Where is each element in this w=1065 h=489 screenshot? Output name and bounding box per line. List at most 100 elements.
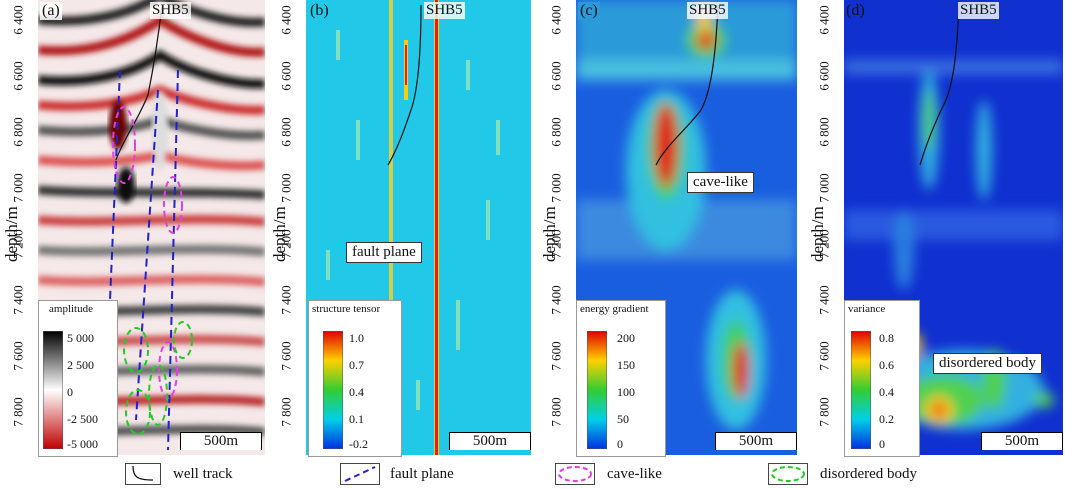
tick-label: 6 400: [10, 5, 26, 35]
panel-c: depth/m 6 400 6 600 6 800 7 000 7 200 7 …: [532, 0, 797, 457]
well-track-overlay: [387, 4, 422, 166]
tick-label: 6 600: [10, 61, 26, 91]
tick-label: 6 800: [548, 117, 564, 147]
colorbar-label: -5 000: [67, 437, 98, 451]
cave-like-outline: [158, 341, 178, 399]
disordered-outline: [173, 321, 193, 359]
tick-label: 7 000: [278, 173, 294, 203]
colorbar-label: 50: [617, 412, 629, 426]
fault-line: [109, 69, 121, 301]
well-label: SHB5: [958, 2, 999, 19]
tick-label: 7 800: [10, 397, 26, 427]
interpretation-overlay: [109, 4, 193, 451]
colorbar-label: 0: [879, 437, 885, 451]
legend-item-cave-like: cave-like: [555, 462, 705, 486]
scalebar-label: 500m: [203, 433, 239, 449]
colorbar-label: 0: [67, 385, 73, 399]
well-track-line: [387, 4, 422, 166]
colorbar-label: 2 500: [67, 358, 94, 372]
cave-like-outline: [163, 176, 183, 234]
legend-label: disordered body: [820, 466, 918, 482]
tick-label: 7 600: [278, 341, 294, 371]
tick-label: 6 600: [816, 61, 832, 91]
disordered-body-icon: [768, 463, 808, 485]
panel-b: depth/m 6 400 6 600 6 800 7 000 7 200 7 …: [266, 0, 531, 457]
colorbar-label: 0.4: [349, 385, 364, 399]
colorbar-label: 0.6: [879, 358, 894, 372]
panel-label: (c): [578, 2, 600, 20]
tick-label: 7 800: [816, 397, 832, 427]
tick-label: 7 200: [278, 229, 294, 259]
scalebar-label: 500m: [1004, 433, 1040, 449]
legend-label: cave-like: [607, 466, 662, 482]
fault-line: [135, 89, 159, 421]
tick-label: 6 400: [548, 5, 564, 35]
colorbar-label: -2 500: [67, 412, 98, 426]
tick-label: 7 200: [10, 229, 26, 259]
well-track-line: [115, 4, 163, 161]
tick-label: 6 400: [278, 5, 294, 35]
disordered-outline: [123, 327, 149, 373]
colorbar-amplitude: amplitude 5 000 2 500 0 -2 500 -5 000: [38, 300, 118, 457]
fault-plane-icon: [340, 463, 380, 485]
scalebar: 500m: [449, 432, 531, 450]
colorbar-title: variance: [848, 303, 886, 315]
colorbar-variance: variance 0.8 0.6 0.4 0.2 0: [844, 300, 920, 457]
colorbar-energy-gradient: energy gradient 200 150 100 50 0: [576, 300, 666, 457]
tick-label: 7 400: [278, 285, 294, 315]
tick-label: 7 600: [10, 341, 26, 371]
tick-label: 7 800: [548, 397, 564, 427]
cave-like-outline: [112, 106, 136, 184]
panel-label: (a): [40, 2, 62, 20]
colorbar-label: 0.7: [349, 358, 364, 372]
callout-disordered-body: disordered body: [933, 353, 1043, 374]
tick-label: 7 600: [816, 341, 832, 371]
colorbar-label: 0.8: [879, 331, 894, 345]
colorbar-label: 0.4: [879, 385, 894, 399]
panel-d: depth/m 6 400 6 600 6 800 7 000 7 200 7 …: [798, 0, 1063, 457]
tick-label: 6 400: [816, 5, 832, 35]
disordered-outline: [148, 364, 168, 426]
tick-label: 7 600: [548, 341, 564, 371]
colorbar-label: 5 000: [67, 331, 94, 345]
well-track-line: [655, 4, 719, 166]
well-label: SHB5: [687, 2, 728, 19]
colorbar-label: 0.1: [349, 412, 364, 426]
tick-label: 6 600: [278, 61, 294, 91]
tick-label: 7 200: [548, 229, 564, 259]
colorbar-label: 1.0: [349, 331, 364, 345]
colorbar-label: 150: [617, 358, 635, 372]
well-track-icon: [125, 463, 161, 485]
tick-label: 6 800: [278, 117, 294, 147]
scalebar: 500m: [180, 432, 262, 450]
scalebar: 500m: [715, 432, 797, 450]
well-label: SHB5: [424, 2, 465, 19]
panel-label: (b): [308, 2, 331, 20]
legend-item-disordered-body: disordered body: [768, 462, 948, 486]
colorbar-label: -0.2: [349, 437, 368, 451]
colorbar-title: amplitude: [49, 303, 93, 315]
colorbar-label: 0: [617, 437, 623, 451]
callout-fault-plane: fault plane: [346, 242, 422, 263]
colorbar-label: 0.2: [879, 412, 894, 426]
tick-label: 6 800: [816, 117, 832, 147]
tick-label: 6 800: [10, 117, 26, 147]
tick-label: 7 400: [548, 285, 564, 315]
tick-label: 7 000: [548, 173, 564, 203]
scalebar: 500m: [981, 432, 1063, 450]
legend-label: fault plane: [390, 466, 454, 482]
legend-label: well track: [173, 466, 233, 482]
colorbar-title: energy gradient: [580, 303, 649, 315]
tick-label: 7 200: [816, 229, 832, 259]
legend-item-fault-plane: fault plane: [340, 462, 490, 486]
disordered-outline: [125, 389, 151, 435]
tick-label: 7 000: [10, 173, 26, 203]
well-track-overlay: [919, 4, 960, 166]
scalebar-label: 500m: [472, 433, 508, 449]
tick-label: 6 600: [548, 61, 564, 91]
colorbar-title: structure tensor: [312, 303, 381, 315]
panel-label: (d): [844, 2, 867, 20]
well-track-overlay: [655, 4, 719, 166]
tick-label: 7 400: [816, 285, 832, 315]
callout-cave-like: cave-like: [687, 172, 754, 193]
